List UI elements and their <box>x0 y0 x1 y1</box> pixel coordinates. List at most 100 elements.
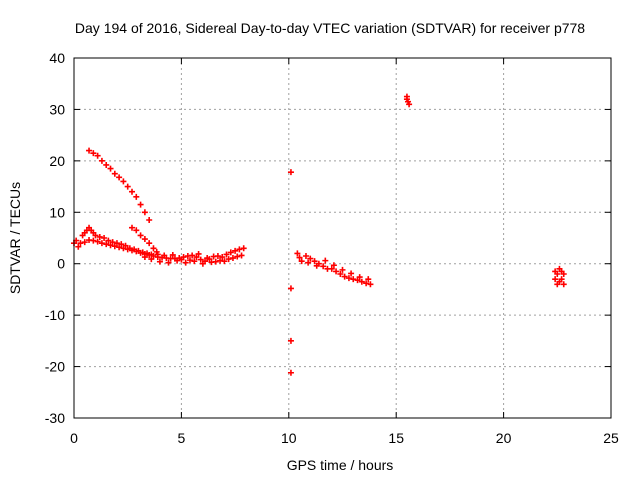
data-point <box>197 256 204 263</box>
data-point <box>296 254 303 261</box>
plot-area-border <box>73 57 612 419</box>
data-point <box>333 268 340 275</box>
data-point <box>150 253 157 259</box>
data-point <box>287 337 294 344</box>
y-tick-label: 30 <box>49 101 65 117</box>
data-point <box>287 285 294 292</box>
data-point <box>182 259 189 266</box>
data-point <box>169 251 176 258</box>
data-point <box>141 254 148 261</box>
data-point <box>554 271 561 277</box>
y-tick-label: -30 <box>45 410 65 426</box>
data-point <box>161 252 168 259</box>
x-axis-label: GPS time / hours <box>287 457 394 473</box>
data-point <box>186 257 193 264</box>
data-point <box>552 276 559 283</box>
data-point <box>150 245 157 252</box>
data-point <box>223 251 230 258</box>
y-tick-label: 10 <box>49 204 65 220</box>
data-point <box>124 246 131 253</box>
data-point <box>189 252 196 259</box>
data-point <box>358 278 365 285</box>
data-point <box>111 243 118 250</box>
series-sdtvar <box>71 93 567 376</box>
data-point <box>363 280 370 287</box>
chart-title: Day 194 of 2016, Sidereal Day-to-day VTE… <box>75 20 585 36</box>
data-point <box>232 247 239 254</box>
data-point <box>354 277 361 284</box>
data-point <box>128 247 135 254</box>
data-point <box>350 276 357 283</box>
data-point <box>298 258 305 265</box>
data-point <box>146 251 153 258</box>
y-tick-label: 0 <box>57 256 65 272</box>
data-point <box>146 217 153 223</box>
data-point <box>75 243 82 250</box>
data-point <box>116 174 123 181</box>
y-tick-label: 20 <box>49 153 65 169</box>
data-point <box>96 233 103 240</box>
data-point <box>345 275 352 282</box>
x-tick-label: 0 <box>70 430 78 446</box>
data-point <box>330 262 337 269</box>
data-point <box>118 241 125 248</box>
data-point <box>348 270 355 277</box>
data-point <box>294 250 301 257</box>
data-point <box>146 240 153 247</box>
data-point <box>103 161 110 168</box>
data-series <box>71 93 567 376</box>
data-point <box>77 240 84 247</box>
data-point <box>128 188 135 195</box>
data-point <box>81 239 88 246</box>
data-point <box>178 256 185 263</box>
data-point <box>341 273 348 280</box>
data-point <box>94 152 101 159</box>
data-point <box>229 255 236 262</box>
axis-ticks: 0 5 10 15 20 25 -30 -20 -10 0 10 20 30 40 <box>45 50 619 446</box>
data-point <box>103 241 110 248</box>
data-point <box>120 245 127 252</box>
data-point <box>90 237 97 244</box>
data-point <box>191 258 198 265</box>
data-point <box>199 260 206 267</box>
data-point <box>367 281 374 288</box>
data-point <box>307 255 314 262</box>
data-point <box>406 101 413 108</box>
data-point <box>238 252 245 259</box>
data-point <box>90 150 97 157</box>
x-tick-label: 20 <box>496 430 512 446</box>
data-point <box>105 237 112 244</box>
data-point <box>113 240 120 247</box>
data-point <box>153 248 160 255</box>
data-point <box>165 259 172 266</box>
data-point <box>337 271 344 277</box>
y-tick-label: -20 <box>45 359 65 375</box>
x-tick-label: 25 <box>603 430 619 446</box>
data-point <box>107 242 114 249</box>
data-point <box>137 201 144 208</box>
data-point <box>137 232 144 239</box>
data-point <box>137 249 144 256</box>
data-point <box>124 183 131 190</box>
data-point <box>133 227 140 234</box>
data-point <box>227 249 234 256</box>
data-point <box>234 253 241 260</box>
data-point <box>225 256 232 263</box>
data-point <box>554 281 561 288</box>
data-point <box>174 257 181 264</box>
data-point <box>128 224 135 231</box>
y-tick-label: 40 <box>49 50 65 66</box>
x-tick-label: 5 <box>178 430 186 446</box>
data-point <box>116 244 123 251</box>
data-point <box>240 245 247 252</box>
data-point <box>141 236 148 243</box>
data-point <box>98 240 105 247</box>
data-point <box>86 147 93 154</box>
x-tick-label: 10 <box>281 430 297 446</box>
grid <box>74 58 611 418</box>
data-point <box>109 239 116 246</box>
data-point <box>560 281 567 288</box>
data-point <box>302 253 309 259</box>
data-point <box>133 248 140 255</box>
